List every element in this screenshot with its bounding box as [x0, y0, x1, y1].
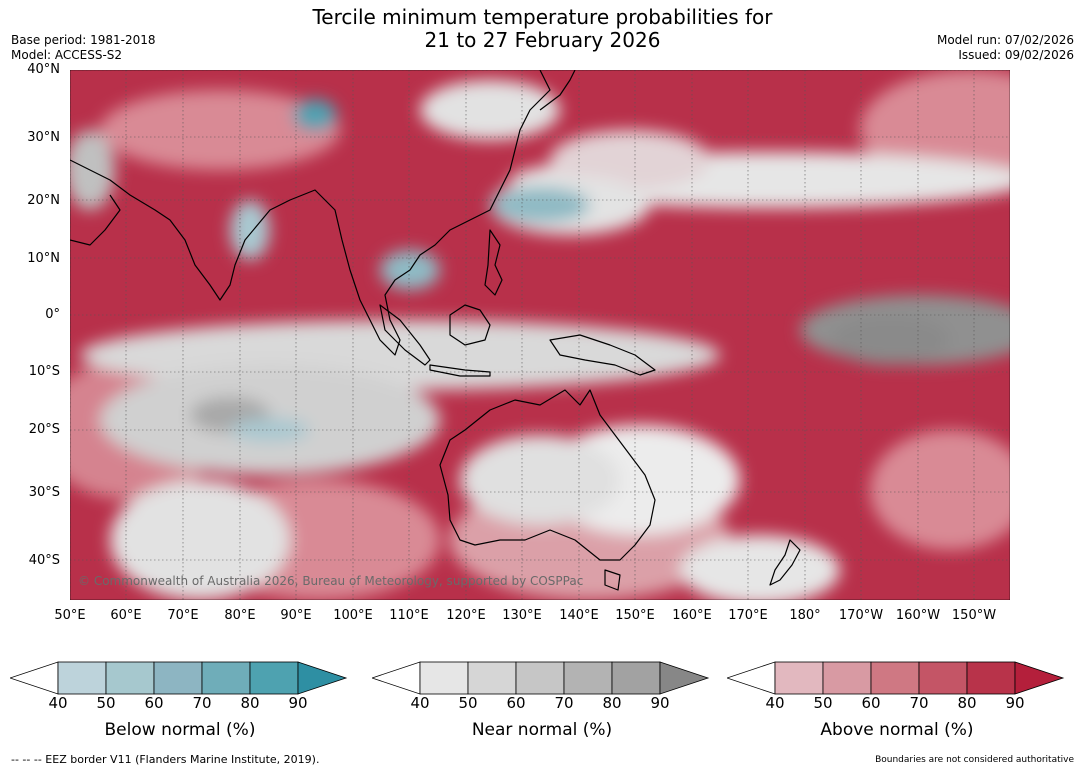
lon-label-110e: 110°E — [389, 608, 429, 623]
lat-label-20s: 20°S — [28, 422, 60, 437]
colorbar-below-tick-70: 70 — [192, 694, 212, 712]
colorbar-near-tick-80: 80 — [602, 694, 622, 712]
lon-label-60e: 60°E — [110, 608, 142, 623]
colorbar-below-tick-60: 60 — [144, 694, 164, 712]
lat-label-40n: 40°N — [27, 62, 60, 77]
colorbar-above-segment-3 — [870, 661, 920, 695]
lon-label-130e: 130°E — [502, 608, 542, 623]
lat-label-30s: 30°S — [28, 485, 60, 500]
lon-label-120e: 120°E — [446, 608, 486, 623]
lon-label-50e: 50°E — [54, 608, 86, 623]
colorbar-near-segment-1 — [419, 661, 469, 695]
lat-label-20n: 20°N — [27, 193, 60, 208]
lon-label-180: 180° — [789, 608, 821, 623]
map-title-line1: Tercile minimum temperature probabilitie… — [312, 5, 773, 29]
boundaries-note: Boundaries are not considered authoritat… — [875, 755, 1074, 765]
colorbar-below-segment-2 — [105, 661, 155, 695]
lon-label-140e: 140°E — [559, 608, 599, 623]
colorbar-below-segment-6 — [297, 661, 348, 695]
issued-date: Issued: 09/02/2026 — [958, 48, 1074, 62]
colorbar-below-title: Below normal (%) — [104, 720, 256, 740]
base-period: Base period: 1981-2018 — [11, 33, 156, 47]
lon-label-90e: 90°E — [280, 608, 312, 623]
colorbar-below-tick-80: 80 — [240, 694, 260, 712]
lon-label-80e: 80°E — [224, 608, 256, 623]
colorbar-above-tick-40: 40 — [765, 694, 785, 712]
colorbar-near-tick-90: 90 — [650, 694, 670, 712]
colorbar-near-tick-50: 50 — [458, 694, 478, 712]
colorbar-below-segment-5 — [249, 661, 299, 695]
colorbar-above-segment-6 — [1014, 661, 1065, 695]
lon-label-160w: 160°W — [895, 608, 941, 623]
colorbar-below-tick-50: 50 — [96, 694, 116, 712]
probability-map: © Commonwealth of Australia 2026, Bureau… — [70, 70, 1010, 600]
colorbar-near-segment-5 — [611, 661, 661, 695]
colorbar-above-tick-50: 50 — [813, 694, 833, 712]
colorbar-near-tick-70: 70 — [554, 694, 574, 712]
lon-label-150w: 150°W — [951, 608, 997, 623]
lat-label-10s: 10°S — [28, 364, 60, 379]
colorbar-near-segment-3 — [515, 661, 565, 695]
colorbar-below-segment-1 — [57, 661, 107, 695]
colorbar-near-segment-0 — [372, 661, 421, 695]
lon-label-170w: 170°W — [838, 608, 884, 623]
lon-label-150e: 150°E — [615, 608, 655, 623]
colorbar-below-segment-3 — [153, 661, 203, 695]
colorbar-near-tick-40: 40 — [410, 694, 430, 712]
colorbar-near-segment-4 — [563, 661, 613, 695]
lon-label-70e: 70°E — [167, 608, 199, 623]
colorbar-near-tick-60: 60 — [506, 694, 526, 712]
colorbar-below-tick-40: 40 — [48, 694, 68, 712]
graticule — [70, 70, 1010, 600]
colorbar-below-segment-4 — [201, 661, 251, 695]
lon-label-160e: 160°E — [672, 608, 712, 623]
eez-border-note: -- -- -- EEZ border V11 (Flanders Marine… — [11, 753, 320, 766]
colorbar-below-tick-90: 90 — [288, 694, 308, 712]
lat-label-40s: 40°S — [28, 553, 60, 568]
lat-label-10n: 10°N — [27, 251, 60, 266]
colorbar-above-segment-2 — [822, 661, 872, 695]
colorbar-below-normal — [10, 661, 348, 695]
lat-label-0: 0° — [45, 307, 60, 322]
colorbar-above-segment-1 — [774, 661, 824, 695]
probability-shading — [70, 70, 1010, 600]
colorbar-near-normal — [372, 661, 710, 695]
colorbar-near-segment-2 — [467, 661, 517, 695]
colorbar-above-tick-60: 60 — [861, 694, 881, 712]
colorbar-above-tick-80: 80 — [957, 694, 977, 712]
coastlines — [70, 70, 801, 591]
colorbar-above-title: Above normal (%) — [820, 720, 974, 740]
colorbar-below-segment-0 — [10, 661, 59, 695]
map-title-line2: 21 to 27 February 2026 — [424, 28, 661, 52]
colorbar-near-title: Near normal (%) — [471, 720, 613, 740]
colorbar-above-normal — [727, 661, 1065, 695]
colorbar-above-segment-0 — [727, 661, 776, 695]
model-run: Model run: 07/02/2026 — [936, 33, 1074, 47]
colorbar-above-segment-4 — [918, 661, 968, 695]
lon-label-100e: 100°E — [333, 608, 373, 623]
colorbar-near-segment-6 — [659, 661, 710, 695]
colorbar-above-segment-5 — [966, 661, 1016, 695]
model-name: Model: ACCESS-S2 — [11, 48, 123, 62]
lon-label-170e: 170°E — [728, 608, 768, 623]
lat-label-30n: 30°N — [27, 130, 60, 145]
copyright-text: © Commonwealth of Australia 2026, Bureau… — [78, 574, 583, 588]
colorbar-above-tick-70: 70 — [909, 694, 929, 712]
colorbar-above-tick-90: 90 — [1005, 694, 1025, 712]
